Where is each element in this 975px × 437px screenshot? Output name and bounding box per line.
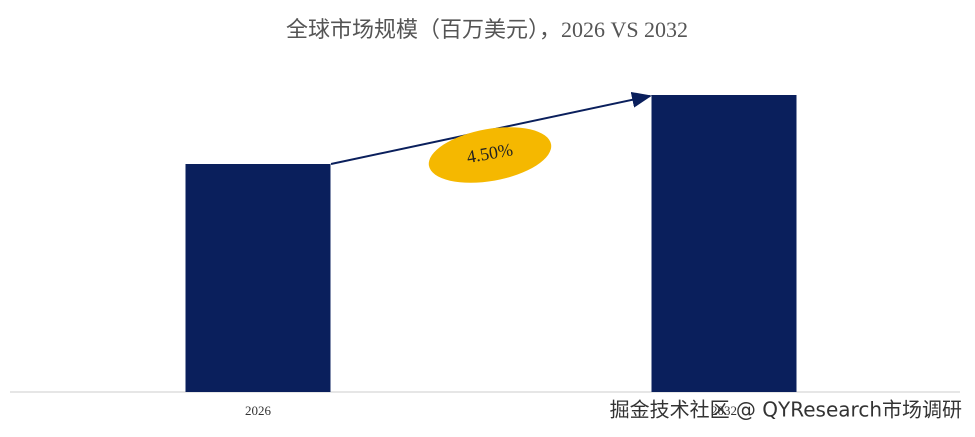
x-tick-label: 2032 <box>711 403 737 418</box>
bar <box>185 164 331 392</box>
annotation-badge <box>428 127 552 183</box>
bar <box>651 95 797 392</box>
watermark: 掘金技术社区 @ QYResearch市场调研 <box>610 398 962 422</box>
x-tick-label: 2026 <box>245 403 272 418</box>
chart-title: 全球市场规模（百万美元），2026 VS 2032 <box>286 17 688 42</box>
